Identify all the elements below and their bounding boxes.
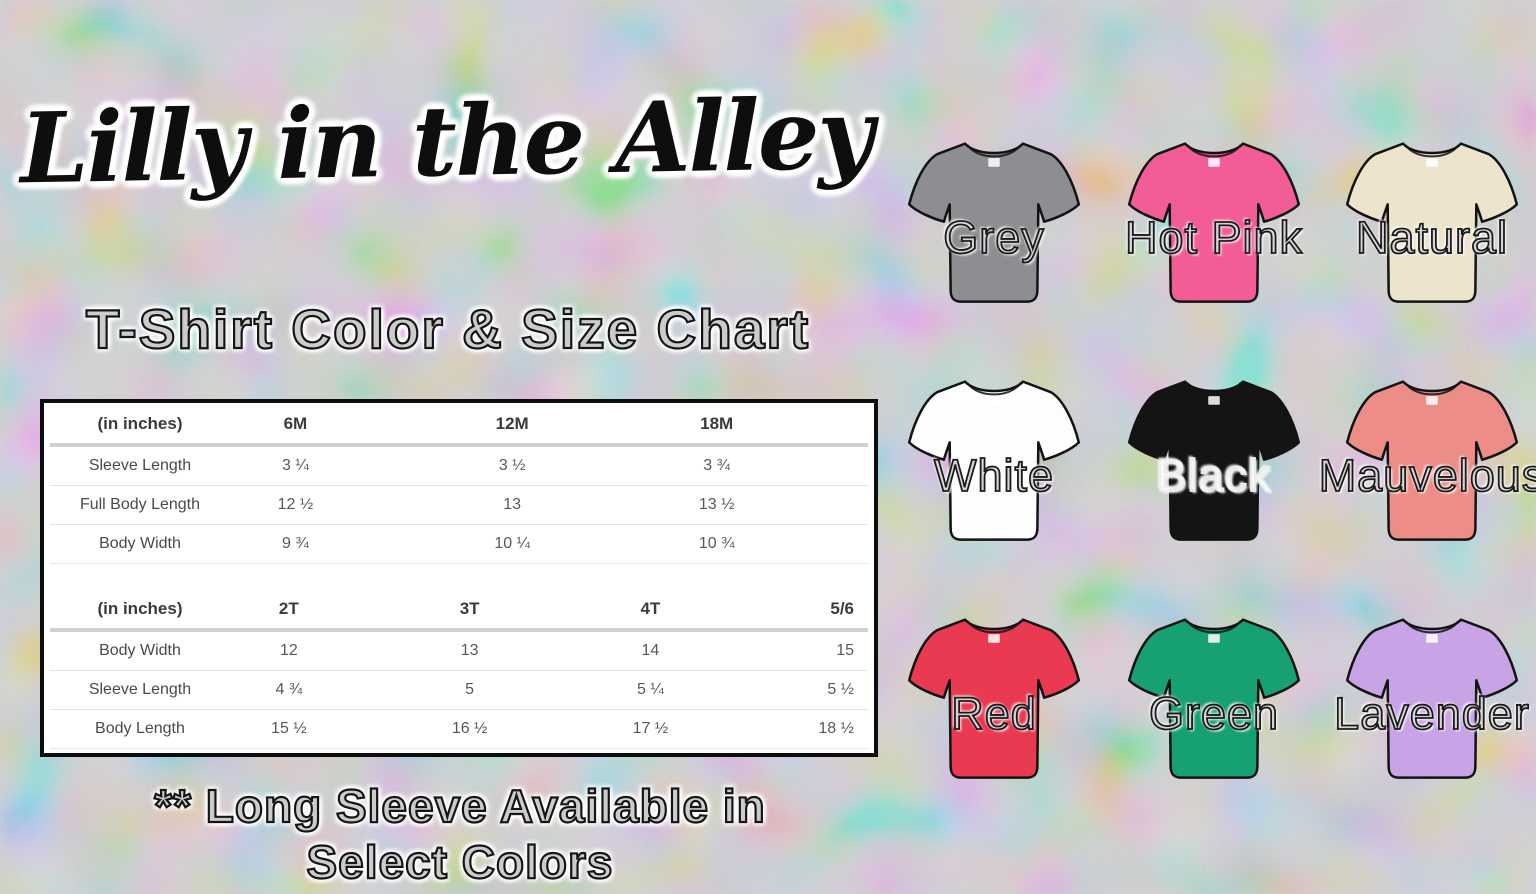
row-label: Body Width: [99, 642, 181, 659]
tshirt-icon: [907, 618, 1081, 779]
tshirt-icon: [1345, 618, 1519, 779]
table-row: Sleeve Length 3 ¼ 3 ½ 3 ¾: [50, 445, 868, 486]
column-header: 3T: [459, 599, 480, 618]
table-header-row: (in inches) 2T 3T 4T 5/6: [50, 590, 868, 630]
shirt-color-label: Grey: [942, 211, 1045, 264]
tshirt-icon: [1127, 380, 1301, 541]
column-header: 12M: [495, 414, 529, 433]
cell-value: 10 ¾: [698, 535, 735, 552]
table-row: Body Width 12 13 14 15: [50, 630, 868, 671]
tshirt-icon: [1345, 142, 1519, 303]
shirt-color-label: Hot Pink: [1124, 211, 1304, 264]
shirt-swatch-hot-pink: Hot Pink: [1108, 130, 1320, 335]
size-table-toddler: (in inches) 2T 3T 4T 5/6 Body Width 12 1…: [50, 590, 868, 749]
shirt-swatch-natural: Natural: [1326, 130, 1536, 335]
shirt-swatch-lavender: Lavender: [1326, 606, 1536, 811]
shirt-swatch-black: Black: [1108, 368, 1320, 573]
cell-value: 10 ¼: [494, 535, 530, 552]
column-header: 5/6: [830, 599, 854, 618]
cell-value: 12 ½: [277, 496, 314, 513]
neck-tag: [1208, 634, 1220, 643]
size-table-infant: (in inches) 6M 12M 18M Sleeve Length 3 ¼…: [50, 405, 868, 564]
cell-value: 15: [836, 642, 854, 659]
neck-tag: [988, 158, 1000, 167]
tshirt-icon: [1127, 142, 1301, 303]
cell-value: 12: [279, 642, 298, 659]
cell-value: 5 ¼: [637, 681, 664, 698]
shirt-swatch-white: White: [888, 368, 1100, 573]
cell-value: 16 ½: [451, 720, 488, 737]
column-header: 4T: [640, 599, 661, 618]
long-sleeve-note: ** Long Sleeve Available in Select Color…: [120, 778, 800, 890]
row-label: Full Body Length: [79, 496, 201, 513]
shirt-color-label: White: [933, 449, 1055, 502]
cell-value: 15 ½: [271, 720, 307, 737]
neck-tag: [988, 634, 1000, 643]
table-row: Body Length 15 ½ 16 ½ 17 ½ 18 ½: [50, 710, 868, 749]
neck-tag: [1208, 396, 1220, 405]
brand-logo-text: Lilly in the Alley: [19, 76, 873, 206]
shirt-color-label: Natural: [1355, 211, 1509, 264]
table-header-row: (in inches) 6M 12M 18M: [50, 405, 868, 445]
cell-value: 3 ¾: [703, 457, 730, 474]
unit-label: (in inches): [97, 414, 183, 433]
cell-value: 18 ½: [818, 720, 854, 737]
tshirt-icon: [1127, 618, 1301, 779]
note-line-1: ** Long Sleeve Available in: [153, 779, 766, 833]
shirt-swatch-grey: Grey: [888, 130, 1100, 335]
row-label: Sleeve Length: [88, 457, 192, 474]
cell-value: 14: [641, 642, 660, 659]
neck-tag: [988, 396, 1000, 405]
cell-value: 9 ¾: [282, 535, 309, 552]
shirt-swatch-red: Red: [888, 606, 1100, 811]
table-row: Body Width 9 ¾ 10 ¼ 10 ¾: [50, 525, 868, 564]
neck-tag: [1426, 396, 1438, 405]
size-chart-table: (in inches) 6M 12M 18M Sleeve Length 3 ¼…: [40, 399, 878, 757]
shirt-swatch-green: Green: [1108, 606, 1320, 811]
unit-label: (in inches): [97, 599, 183, 618]
cell-value: 5 ½: [827, 681, 854, 698]
shirt-swatch-mauvelous: Mauvelous: [1318, 368, 1536, 573]
page-title: T-Shirt Color & Size Chart: [85, 297, 811, 361]
row-label: Body Width: [99, 535, 181, 552]
cell-value: 5: [465, 681, 475, 698]
cell-value: 17 ½: [632, 720, 669, 737]
shirt-color-label: Black: [1156, 449, 1272, 502]
table-row: Sleeve Length 4 ¾ 5 5 ¼ 5 ½: [50, 671, 868, 710]
tshirt-icon: [907, 142, 1081, 303]
shirt-color-label: Red: [950, 687, 1037, 740]
row-label: Sleeve Length: [88, 681, 192, 698]
note-line-2: Select Colors: [305, 835, 614, 889]
column-header: 2T: [278, 599, 299, 618]
shirt-color-label: Mauvelous: [1318, 449, 1536, 502]
table-row: Full Body Length 12 ½ 13 13 ½: [50, 486, 868, 525]
cell-value: 13: [503, 496, 522, 513]
neck-tag: [1426, 158, 1438, 167]
cell-value: 13: [460, 642, 479, 659]
neck-tag: [1208, 158, 1220, 167]
cell-value: 13 ½: [698, 496, 735, 513]
cell-value: 3 ¼: [282, 457, 309, 474]
column-header: 18M: [700, 414, 734, 433]
tshirt-icon: [1345, 380, 1519, 541]
cell-value: 4 ¾: [275, 681, 303, 698]
shirt-color-label: Lavender: [1333, 687, 1530, 740]
neck-tag: [1426, 634, 1438, 643]
column-header: 6M: [283, 414, 308, 433]
tshirt-icon: [907, 380, 1081, 541]
cell-value: 3 ½: [498, 457, 526, 474]
row-label: Body Length: [95, 720, 185, 737]
shirt-color-label: Green: [1148, 687, 1280, 740]
